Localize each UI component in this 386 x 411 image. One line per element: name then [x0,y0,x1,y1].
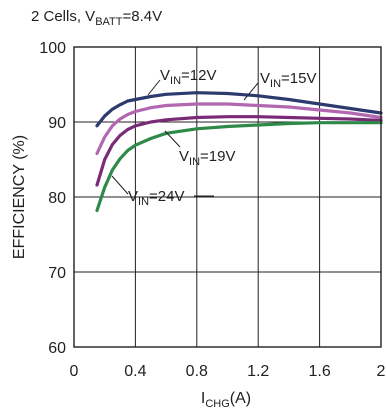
x-tick-label-1: 0.4 [124,363,146,380]
subtitle-main: 2 Cells, V [31,8,95,25]
annotation-vin-12v: VIN=12V [160,67,216,87]
x-axis-title: ICHG(A) [201,390,251,410]
y-tick-label-2: 80 [48,190,66,207]
x-tick-labels: 0 0.4 0.8 1.2 1.6 2 [70,363,386,380]
y-tick-label-0: 60 [48,340,66,357]
series-line-1 [95,91,383,128]
xlabel-sub: CHG [205,398,229,410]
subtitle-tail: =8.4V [123,8,163,25]
plot-border [73,46,382,348]
x-tick-label-5: 2 [377,363,386,380]
y-tick-label-3: 90 [48,115,66,132]
xlabel-main: I [201,390,205,407]
leader-19v [164,130,181,148]
leader-15v [243,82,259,101]
series-line-3 [95,115,383,187]
series-line-4 [95,121,383,213]
xlabel-tail: (A) [230,390,251,407]
series-layer [95,91,383,213]
series-line-2 [95,102,383,156]
annotation-vin-24v: VIN=24V [128,188,184,208]
y-axis-title: EFFICIENCY (%) [11,135,28,259]
y-tick-label-4: 100 [39,40,66,57]
x-tick-label-3: 1.2 [247,363,269,380]
subtitle-sub: BATT [95,16,123,28]
chart-subtitle: 2 Cells, VBATT=8.4V [31,8,162,28]
leader-12v [147,79,161,96]
x-tick-label-4: 1.6 [308,363,330,380]
x-tick-label-0: 0 [70,363,79,380]
leader-24v [111,175,129,195]
x-tick-label-2: 0.8 [186,363,208,380]
y-tick-label-1: 70 [48,265,66,282]
y-tick-labels: 60 70 80 90 100 [39,40,66,357]
annotation-vin-19v: VIN=19V [179,148,235,168]
annotation-vin-15v: VIN=15V [260,70,316,90]
